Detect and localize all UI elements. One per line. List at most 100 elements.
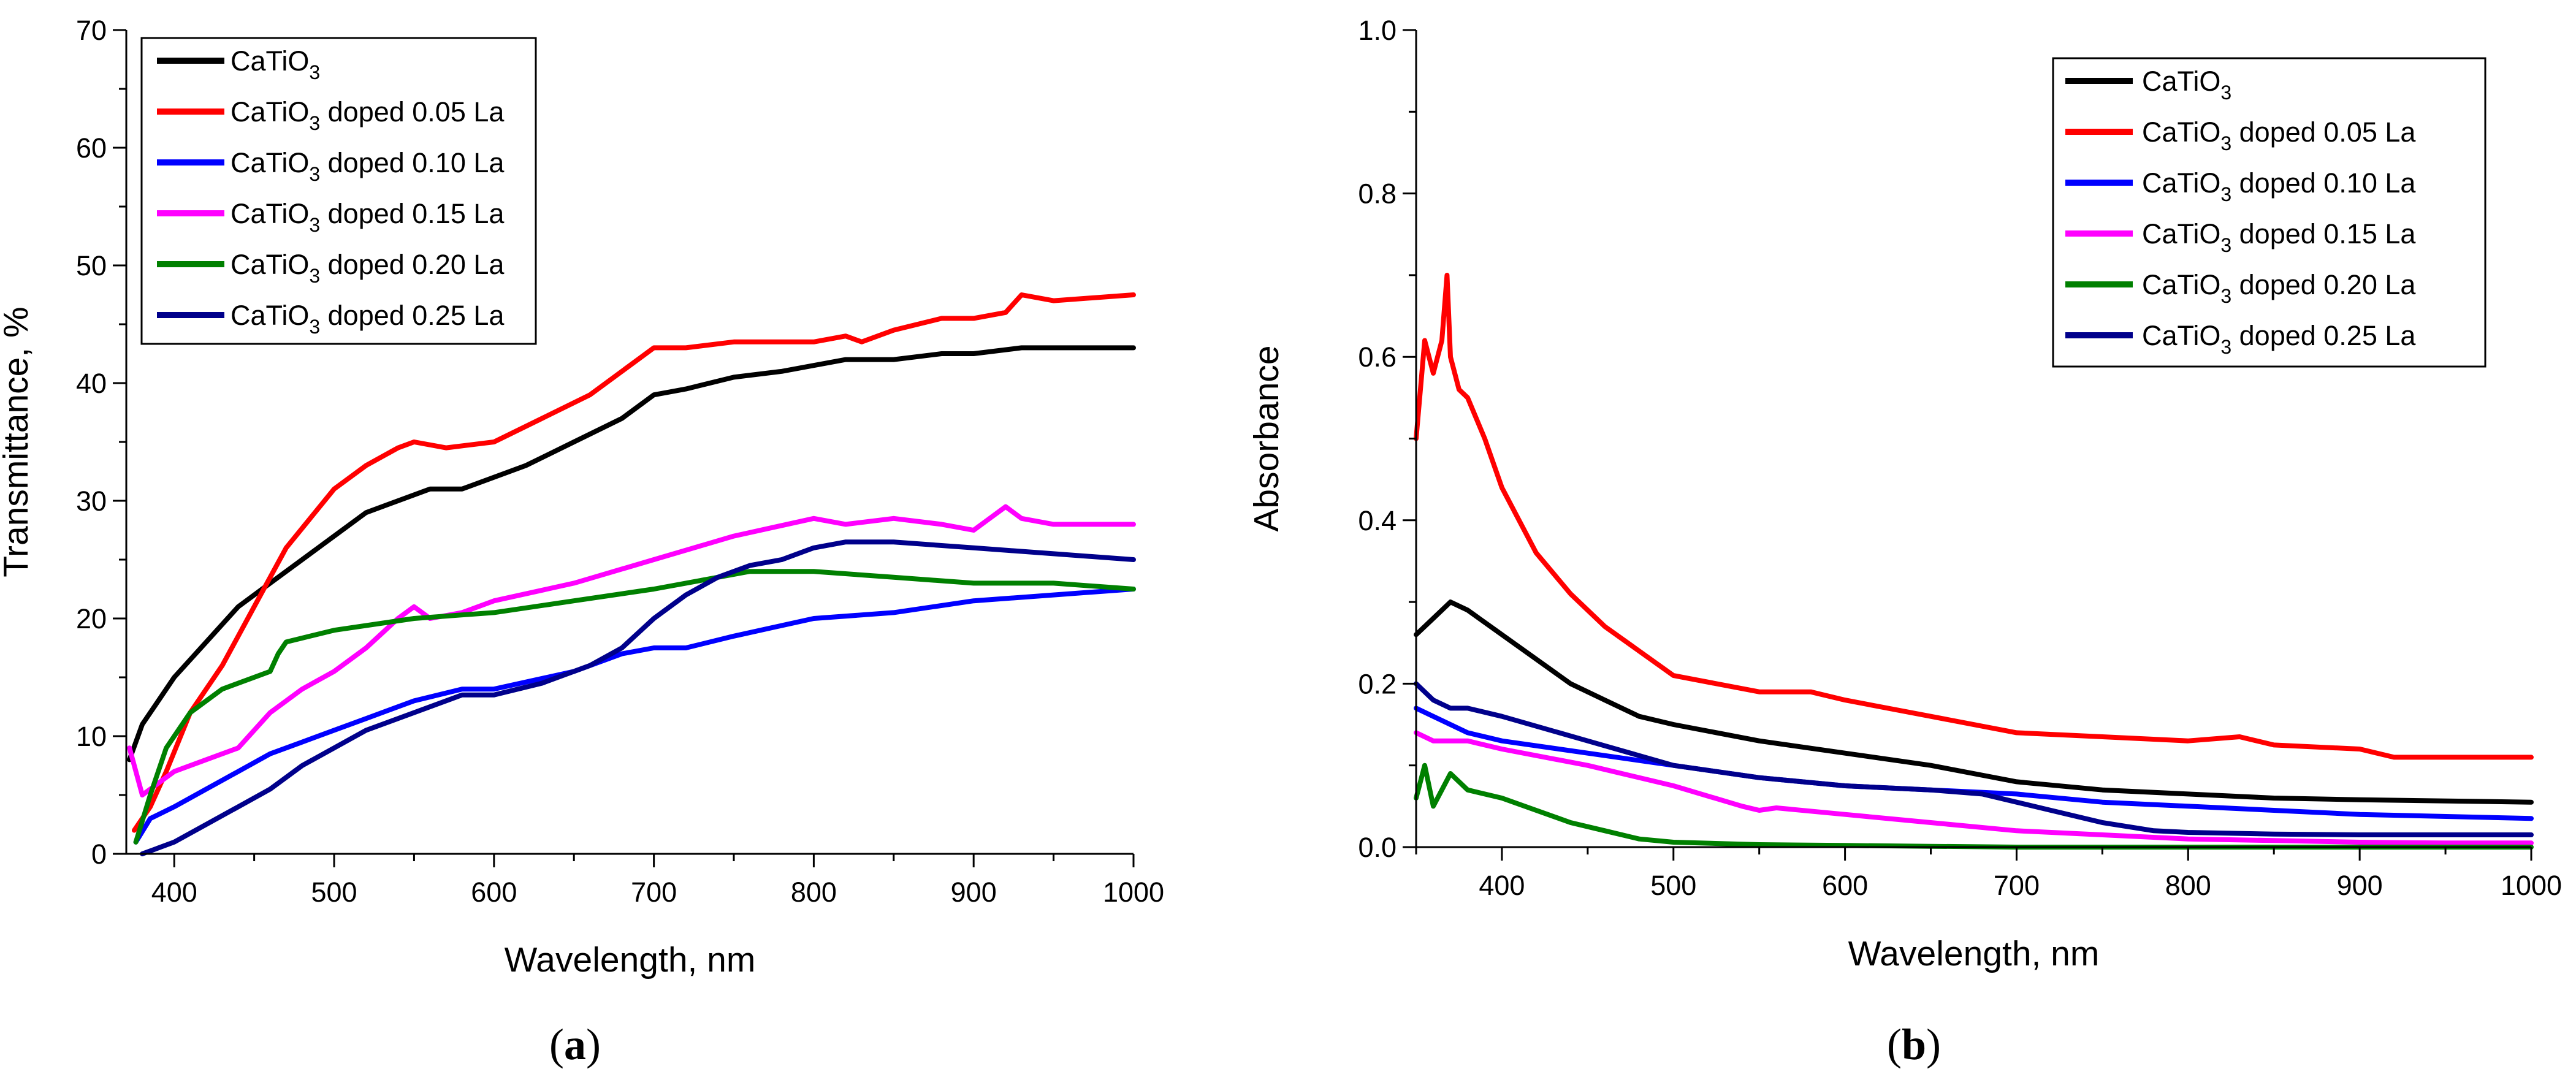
caption-paren: ) — [586, 1020, 601, 1069]
y-axis-title: Transmittance, % — [0, 306, 36, 577]
legend-label-subscript: 3 — [2220, 336, 2231, 358]
x-axis-title: Wavelength, nm — [1848, 934, 2100, 973]
series-group — [1414, 272, 2534, 850]
legend-label-suffix: doped 0.05 La — [2231, 116, 2416, 148]
legend-label-subscript: 3 — [309, 163, 320, 185]
legend-label-suffix: doped 0.10 La — [2231, 167, 2416, 199]
legend-label: CaTiO3 doped 0.05 La — [231, 96, 505, 134]
y-tick-label: 0.4 — [1358, 505, 1397, 536]
series-line-1 — [1414, 272, 2534, 760]
x-tick-label: 400 — [1479, 870, 1525, 901]
y-tick-label: 30 — [76, 485, 107, 517]
legend-label: CaTiO3 — [2142, 66, 2231, 104]
y-tick-label: 0.8 — [1358, 178, 1397, 210]
y-axis-title: Absorbance — [1247, 345, 1286, 531]
series-line-4 — [133, 569, 1136, 845]
legend-label-subscript: 3 — [2220, 183, 2231, 205]
legend-label: CaTiO3 doped 0.10 La — [2142, 167, 2416, 205]
legend-label: CaTiO3 doped 0.15 La — [2142, 218, 2416, 256]
legend-label-suffix: doped 0.15 La — [320, 198, 505, 229]
x-tick-label: 500 — [1650, 870, 1696, 901]
legend-frame — [140, 37, 537, 345]
legend-label-main: CaTiO — [2142, 116, 2220, 148]
x-tick-label: 900 — [2337, 870, 2383, 901]
series-line-0 — [127, 345, 1136, 763]
legend-label-main: CaTiO — [2142, 167, 2220, 199]
caption-letter: a — [564, 1020, 586, 1069]
legend-label-subscript: 3 — [309, 316, 320, 338]
y-tick-label: 40 — [76, 368, 107, 399]
series-line-3 — [1414, 730, 2534, 846]
series-line-1 — [132, 292, 1136, 833]
legend-label: CaTiO3 doped 0.15 La — [231, 198, 505, 236]
legend-label-suffix: doped 0.15 La — [2231, 218, 2416, 249]
x-tick-label: 1000 — [2501, 870, 2562, 901]
legend-label-subscript: 3 — [2220, 132, 2231, 154]
y-tick-label: 0.2 — [1358, 668, 1397, 699]
legend-label-suffix: doped 0.05 La — [320, 96, 505, 127]
x-axis-title: Wavelength, nm — [505, 940, 756, 980]
chart-absorbance: 400 500 600 700 800 900 1000 0.0 0.2 0.4 0.6 0.8 1.0… — [1247, 15, 2562, 1069]
legend-label-main: CaTiO — [231, 249, 309, 280]
x-tick-label: 1000 — [1103, 877, 1164, 908]
panel-caption: (b) — [1887, 1020, 1941, 1069]
series-line-2 — [133, 587, 1136, 845]
legend-label-subscript: 3 — [309, 61, 320, 83]
legend-label-subscript: 3 — [2220, 285, 2231, 307]
legend-label: CaTiO3 doped 0.20 La — [231, 249, 505, 287]
x-tick-label: 500 — [311, 877, 357, 908]
legend-label-suffix: doped 0.25 La — [320, 300, 505, 331]
legend-label-main: CaTiO — [231, 96, 309, 127]
y-tick-label: 10 — [76, 721, 107, 752]
x-tick-label: 700 — [631, 877, 677, 908]
x-tick-label: 600 — [1822, 870, 1868, 901]
caption-paren: ( — [1887, 1020, 1902, 1069]
legend-label: CaTiO3 doped 0.05 La — [2142, 116, 2416, 154]
x-tick-label: 900 — [951, 877, 997, 908]
legend-label-main: CaTiO — [2142, 66, 2220, 97]
legend-label-subscript: 3 — [309, 265, 320, 287]
series-line-5 — [140, 539, 1136, 856]
legend-label: CaTiO3 doped 0.20 La — [2142, 269, 2416, 307]
x-tick-label: 800 — [791, 877, 837, 908]
y-tick-label: 0.6 — [1358, 341, 1397, 373]
legend-label: CaTiO3 doped 0.25 La — [231, 300, 505, 338]
legend-label-main: CaTiO — [231, 45, 309, 77]
panel-caption: (a) — [549, 1020, 601, 1069]
legend-label: CaTiO3 — [231, 45, 320, 83]
series-group — [127, 292, 1136, 856]
y-tick-label: 1.0 — [1358, 15, 1397, 46]
y-tick-label: 50 — [76, 250, 107, 281]
series-line-5 — [1414, 681, 2534, 837]
caption-letter: b — [1902, 1020, 1926, 1069]
series-line-3 — [127, 504, 1136, 797]
y-tick-label: 0.0 — [1358, 832, 1397, 863]
legend-label-subscript: 3 — [2220, 234, 2231, 256]
x-tick-label: 700 — [1994, 870, 2040, 901]
x-tick-label: 400 — [151, 877, 197, 908]
legend-label-subscript: 3 — [309, 112, 320, 134]
y-tick-label: 0 — [91, 839, 107, 870]
legend-label: CaTiO3 doped 0.25 La — [2142, 320, 2416, 358]
legend-label-suffix: doped 0.25 La — [2231, 320, 2416, 351]
legend-label-subscript: 3 — [309, 214, 320, 236]
legend-label-suffix: doped 0.20 La — [320, 249, 505, 280]
x-tick-label: 600 — [471, 877, 517, 908]
caption-paren: ( — [549, 1020, 564, 1069]
legend-frame — [2052, 57, 2486, 368]
legend-label-main: CaTiO — [231, 300, 309, 331]
legend-label-suffix: doped 0.20 La — [2231, 269, 2416, 300]
legend-label-subscript: 3 — [2220, 82, 2231, 104]
series-line-0 — [1414, 599, 2534, 805]
x-tick-label: 800 — [2165, 870, 2211, 901]
chart-transmittance: 400 500 600 700 800 900 1000 0 10 20 30 40 50 60 70 Wav… — [0, 15, 1164, 1069]
legend-label-main: CaTiO — [2142, 218, 2220, 249]
legend-label: CaTiO3 doped 0.10 La — [231, 147, 505, 185]
caption-paren: ) — [1926, 1020, 1941, 1069]
legend-label-main: CaTiO — [2142, 320, 2220, 351]
legend-label-main: CaTiO — [2142, 269, 2220, 300]
legend-label-suffix: doped 0.10 La — [320, 147, 505, 178]
